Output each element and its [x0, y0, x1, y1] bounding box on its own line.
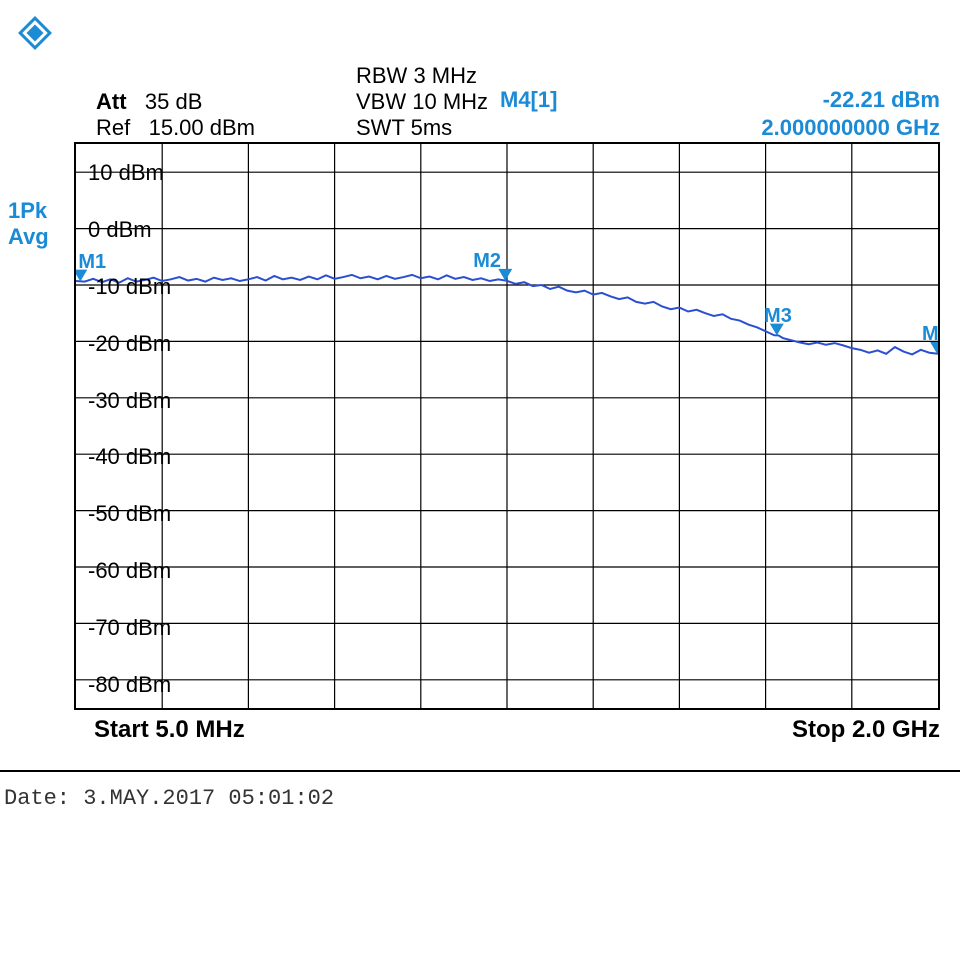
swt-label: SWT [356, 115, 404, 140]
marker-amplitude: -22.21 dBm [823, 86, 940, 114]
y-tick-label: -70 dBm [88, 615, 171, 641]
capture-date: Date: 3.MAY.2017 05:01:02 [4, 786, 334, 811]
y-tick-label: -50 dBm [88, 501, 171, 527]
trace-mode-label: 1Pk Avg [8, 198, 49, 250]
plot-canvas [76, 144, 938, 708]
footer-divider [0, 770, 960, 772]
marker-tag: M3 [764, 305, 792, 328]
spectrum-plot: 10 dBm 0 dBm -10 dBm -20 dBm -30 dBm -40 dBm -… [74, 142, 940, 710]
y-tick-label: -30 dBm [88, 388, 171, 414]
vbw-value: 10 MHz [412, 89, 488, 114]
vbw-label: VBW [356, 89, 406, 114]
marker-id: M4[1] [500, 86, 557, 114]
rbw-label: RBW [356, 63, 407, 88]
swt-value: 5ms [411, 115, 453, 140]
ref-label: Ref [96, 115, 130, 140]
marker-frequency: 2.000000000 GHz [761, 114, 940, 142]
att-value: 35 dB [145, 89, 203, 114]
rbw-value: 3 MHz [413, 63, 477, 88]
y-tick-label: -20 dBm [88, 331, 171, 357]
marker-readout-line: 2.000000000 GHz [500, 114, 940, 142]
x-start-label: Start 5.0 MHz [94, 716, 245, 744]
marker-tag: M2 [473, 250, 501, 273]
att-label: Att [96, 89, 127, 114]
rs-diamond-logo-icon [12, 10, 58, 61]
trace-mode-line1: 1Pk [8, 198, 47, 223]
marker-readout-line: M4[1] -22.21 dBm [500, 86, 940, 114]
trace-mode-line2: Avg [8, 224, 49, 249]
y-tick-label: 0 dBm [88, 217, 152, 243]
y-tick-label: 10 dBm [88, 160, 164, 186]
marker-tag: M1 [78, 251, 106, 274]
ref-value: 15.00 dBm [149, 115, 255, 140]
x-stop-label: Stop 2.0 GHz [792, 716, 940, 744]
y-tick-label: -60 dBm [88, 558, 171, 584]
y-tick-label: -80 dBm [88, 672, 171, 698]
y-tick-label: -40 dBm [88, 444, 171, 470]
marker-tag: M [922, 323, 939, 346]
y-tick-label: -10 dBm [88, 274, 171, 300]
